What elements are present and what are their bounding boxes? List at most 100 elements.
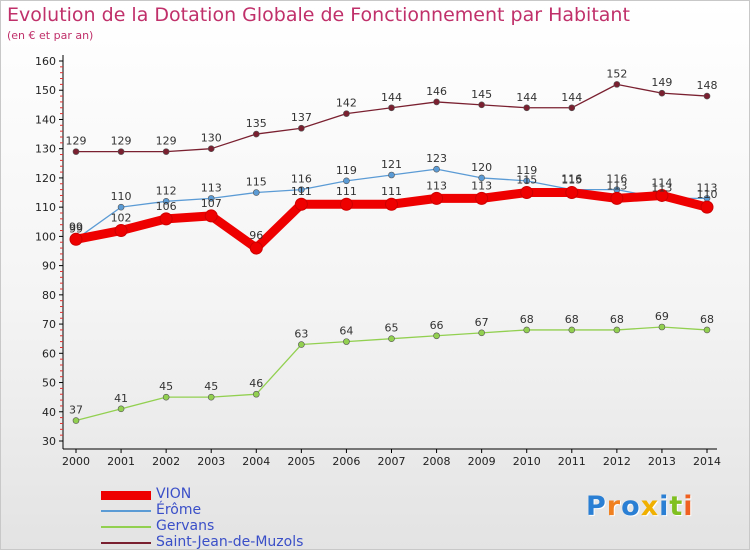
- legend-label: Gervans: [156, 518, 215, 534]
- data-point-vion: [294, 197, 308, 211]
- data-label-vion: 115: [561, 174, 582, 187]
- data-point-vion: [204, 209, 218, 223]
- data-label-vion: 113: [426, 179, 447, 192]
- logo-letter: r: [606, 491, 622, 522]
- y-tick-label: 100: [35, 230, 56, 243]
- data-label-saint-jean-de-muzols: 145: [471, 88, 492, 101]
- data-label-gervans: 65: [385, 322, 399, 335]
- data-point-saint-jean-de-muzols: [388, 104, 395, 112]
- data-label-gervans: 66: [430, 319, 444, 332]
- data-point-saint-jean-de-muzols: [252, 130, 260, 138]
- data-point-saint-jean-de-muzols: [478, 101, 485, 109]
- data-point-saint-jean-de-muzols: [162, 148, 170, 155]
- x-tick-label: 2008: [423, 455, 451, 468]
- data-point-saint-jean-de-muzols: [298, 124, 305, 132]
- x-tick-label: 2007: [378, 455, 406, 468]
- data-point-erome: [433, 165, 440, 173]
- data-label-vion: 111: [381, 185, 402, 198]
- data-label-vion: 113: [606, 179, 627, 192]
- data-label-erome: 112: [156, 184, 177, 197]
- data-point-vion: [249, 241, 263, 255]
- chart-subtitle: (en € et par an): [7, 29, 94, 42]
- data-label-vion: 111: [336, 185, 357, 198]
- data-label-erome: 121: [381, 158, 402, 171]
- x-tick-label: 2009: [468, 455, 496, 468]
- chart-title: Evolution de la Dotation Globale de Fonc…: [7, 4, 630, 26]
- data-label-saint-jean-de-muzols: 129: [66, 135, 87, 148]
- x-tick-label: 2003: [197, 455, 225, 468]
- data-point-gervans: [162, 393, 170, 401]
- y-tick-label: 80: [42, 289, 56, 302]
- data-point-gervans: [433, 332, 440, 340]
- proxiti-logo: Proxiti: [586, 491, 694, 522]
- data-point-erome: [388, 171, 395, 179]
- logo-letter: i: [683, 491, 694, 522]
- data-label-gervans: 68: [700, 313, 714, 326]
- data-point-vion: [430, 191, 444, 205]
- logo-letter: x: [640, 491, 660, 522]
- data-point-gervans: [523, 326, 531, 334]
- legend-swatch: [101, 510, 151, 512]
- legend-swatch: [101, 526, 151, 528]
- data-label-saint-jean-de-muzols: 144: [516, 91, 537, 104]
- x-tick-label: 2014: [693, 455, 721, 468]
- x-tick-label: 2013: [648, 455, 676, 468]
- data-label-vion: 106: [156, 200, 177, 213]
- data-label-gervans: 68: [565, 313, 579, 326]
- data-label-erome: 119: [336, 164, 357, 177]
- legend-item: VION: [101, 486, 361, 503]
- data-point-gervans: [207, 393, 215, 401]
- y-tick-label: 70: [42, 318, 56, 331]
- legend-item: Saint-Jean-de-Muzols: [101, 534, 361, 551]
- data-label-gervans: 41: [114, 392, 128, 405]
- data-label-vion: 102: [111, 212, 132, 225]
- legend-item: Érôme: [101, 502, 361, 519]
- data-label-vion: 115: [516, 174, 537, 187]
- x-tick-label: 2000: [62, 455, 90, 468]
- x-tick-label: 2002: [152, 455, 180, 468]
- data-point-vion: [700, 200, 714, 214]
- data-label-saint-jean-de-muzols: 142: [336, 97, 357, 110]
- data-label-saint-jean-de-muzols: 129: [156, 135, 177, 148]
- data-point-erome: [207, 195, 215, 202]
- data-label-erome: 113: [651, 181, 672, 194]
- legend-label: Érôme: [156, 502, 202, 518]
- data-point-saint-jean-de-muzols: [433, 98, 440, 106]
- y-tick-label: 150: [35, 84, 56, 97]
- data-point-vion: [159, 212, 173, 226]
- data-point-saint-jean-de-muzols: [207, 145, 215, 152]
- logo-letter: i: [659, 491, 670, 522]
- x-tick-label: 2010: [513, 455, 541, 468]
- data-point-erome: [523, 177, 531, 185]
- data-label-gervans: 67: [475, 316, 489, 329]
- data-label-erome: 116: [561, 173, 582, 186]
- data-label-erome: 115: [246, 176, 267, 189]
- x-tick-label: 2005: [287, 455, 315, 468]
- data-label-vion: 114: [651, 176, 672, 189]
- data-point-vion: [475, 191, 489, 205]
- data-label-gervans: 64: [339, 325, 353, 338]
- data-point-gervans: [658, 323, 666, 331]
- data-label-saint-jean-de-muzols: 135: [246, 117, 267, 130]
- y-tick-label: 140: [35, 113, 56, 126]
- data-point-saint-jean-de-muzols: [613, 81, 621, 88]
- data-point-vion: [565, 186, 579, 200]
- data-label-erome: 113: [697, 181, 718, 194]
- data-point-saint-jean-de-muzols: [568, 104, 576, 112]
- logo-letter: o: [621, 491, 641, 522]
- data-label-vion: 111: [291, 185, 312, 198]
- legend-swatch: [101, 542, 151, 544]
- data-label-gervans: 46: [249, 377, 263, 390]
- data-point-erome: [117, 203, 125, 211]
- data-point-gervans: [478, 329, 485, 337]
- data-point-vion: [69, 232, 83, 246]
- data-point-erome: [298, 186, 305, 193]
- x-tick-label: 2001: [107, 455, 135, 468]
- x-tick-label: 2011: [558, 455, 586, 468]
- x-tick-label: 2004: [242, 455, 270, 468]
- logo-letter: P: [586, 491, 607, 522]
- data-label-saint-jean-de-muzols: 144: [381, 91, 402, 104]
- data-label-erome: 99: [69, 222, 83, 235]
